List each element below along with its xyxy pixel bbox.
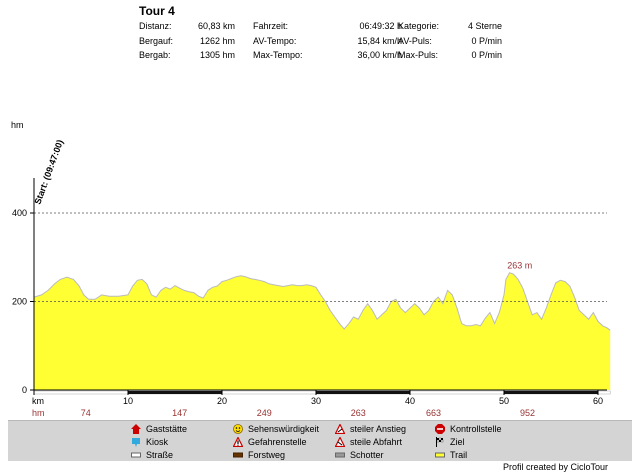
hm-row-value: 263 — [351, 408, 366, 418]
legend-label: Schotter — [350, 450, 384, 460]
stat-value-avg-speed: 15,84 km/h — [357, 35, 402, 46]
y-tick-label: 400 — [12, 208, 27, 218]
hm-row-value: 74 — [81, 408, 91, 418]
y-tick-label: 200 — [12, 297, 27, 307]
x-tick-label: 30 — [311, 396, 321, 406]
gefahrenstelle-icon — [232, 436, 244, 448]
kiosk-icon — [131, 437, 141, 447]
strasse-icon — [131, 450, 141, 460]
legend-item-strasse: Straße — [131, 450, 173, 460]
x-axis-label: km — [32, 396, 44, 406]
stat-label-max-speed: Max-Tempo: — [253, 50, 303, 60]
legend-label: Kiosk — [146, 437, 169, 447]
x-tick-label: 40 — [405, 396, 415, 406]
stat-value-max-pulse: 0 P/min — [471, 50, 502, 60]
stat-label-avg-pulse: AV-Puls: — [398, 35, 432, 46]
stat-label-distance: Distanz: — [139, 21, 172, 31]
x-tick-label: 20 — [217, 396, 227, 406]
stats-column-time: Fahrzeit: 06:49:32 h AV-Tempo: 15,84 km/h … — [253, 19, 402, 63]
stat-value-ride-time: 06:49:32 h — [359, 21, 402, 31]
stat-value-distance: 60,83 km — [197, 21, 235, 31]
legend-label: Kontrollstelle — [450, 424, 502, 434]
peak-elevation-label: 263 m — [507, 261, 532, 271]
surface-bar-segment-1 — [316, 391, 410, 394]
legend-item-schotter: Schotter — [335, 450, 384, 460]
stats-column-category: Kategorie: 4 Sterne AV-Puls: 0 P/min Max-P… — [398, 19, 502, 63]
surface-bar-segment-0 — [128, 391, 222, 394]
stat-label-ascent: Bergauf: — [139, 35, 174, 46]
legend-label: Ziel — [450, 437, 465, 447]
stat-label-ride-time: Fahrzeit: — [253, 21, 289, 31]
legend-label: Trail — [450, 450, 468, 460]
surface-bar-segment-2 — [504, 391, 598, 394]
hm-row-value: 663 — [426, 408, 441, 418]
stat-label-descent: Bergab: — [139, 50, 171, 60]
stat-value-category: 4 Sterne — [467, 21, 502, 31]
legend-item-sehenswuerdigkeit: Sehenswürdigkeit — [233, 424, 319, 434]
steile-abfahrt-icon — [334, 436, 346, 448]
hm-row-value: 952 — [520, 408, 535, 418]
steiler-anstieg-icon — [334, 423, 346, 435]
legend-item-ziel: Ziel — [435, 437, 465, 447]
sehenswuerdigkeit-icon — [233, 424, 243, 434]
hm-row-value: 249 — [257, 408, 272, 418]
y-tick-label: 0 — [22, 385, 27, 395]
gaststaette-icon — [131, 424, 141, 434]
hm-row-value: 147 — [172, 408, 187, 418]
forstweg-icon — [233, 450, 243, 460]
legend-item-forstweg: Forstweg — [233, 450, 285, 460]
start-time-label: Start: (09:47:00) — [32, 138, 65, 205]
legend-item-trail: Trail — [435, 450, 467, 460]
stats-column-distance: Distanz: 60,83 km Bergauf: 1262 hm Bergab:… — [139, 19, 235, 63]
legend-label: Gaststätte — [146, 424, 188, 434]
y-axis-label: hm — [11, 120, 24, 130]
legend-item-gaststaette: Gaststätte — [131, 424, 187, 434]
x-tick-label: 10 — [123, 396, 133, 406]
legend-item-kontrollstelle: Kontrollstelle — [435, 424, 502, 434]
tour-title: Tour 4 — [139, 4, 175, 18]
stat-label-avg-speed: AV-Tempo: — [253, 35, 297, 46]
legend-item-kiosk: Kiosk — [131, 437, 168, 447]
legend-label: Forstweg — [248, 450, 286, 460]
legend-label: Gefahrenstelle — [248, 437, 307, 447]
stat-value-avg-pulse: 0 P/min — [471, 35, 502, 46]
stat-label-category: Kategorie: — [398, 21, 440, 31]
kontrollstelle-icon — [435, 424, 445, 434]
legend-item-steiler-anstieg: steiler Anstieg — [334, 423, 407, 435]
stat-value-descent: 1305 hm — [199, 50, 235, 60]
stat-label-max-pulse: Max-Puls: — [398, 50, 439, 60]
legend: Gaststätte Sehenswürdigkeit steiler Anst… — [8, 420, 632, 461]
legend-label: steile Abfahrt — [350, 437, 403, 447]
schotter-icon — [335, 450, 345, 460]
elevation-outline — [33, 272, 611, 331]
legend-label: Sehenswürdigkeit — [248, 424, 320, 434]
legend-label: steiler Anstieg — [350, 424, 407, 434]
legend-item-gefahrenstelle: Gefahrenstelle — [232, 436, 307, 448]
legend-item-steile-abfahrt: steile Abfahrt — [334, 436, 403, 448]
elevation-area — [34, 272, 611, 390]
trail-icon — [435, 450, 445, 460]
credit-text: Profil created by CicloTour — [502, 462, 608, 472]
stat-value-ascent: 1262 hm — [199, 35, 235, 46]
legend-label: Straße — [146, 450, 174, 460]
stat-value-max-speed: 36,00 km/h — [357, 50, 402, 60]
x-tick-label: 60 — [593, 396, 603, 406]
ziel-icon — [435, 437, 445, 447]
x-tick-label: 50 — [499, 396, 509, 406]
hm-row-label: hm — [32, 408, 45, 418]
